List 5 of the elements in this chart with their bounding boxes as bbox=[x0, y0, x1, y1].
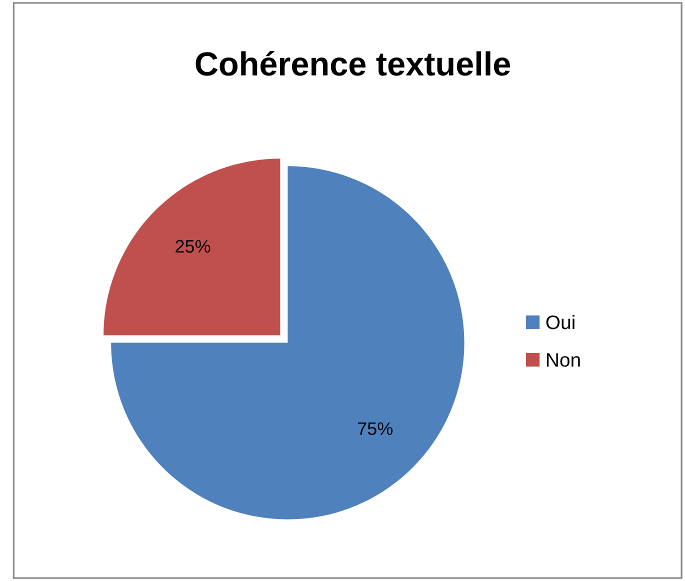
legend-label: Oui bbox=[546, 314, 574, 330]
data-label: 25% bbox=[176, 240, 210, 253]
legend-label: Non bbox=[547, 353, 580, 367]
chart-title: Cohérence textuelle bbox=[196, 50, 510, 76]
data-label: 75% bbox=[358, 422, 393, 436]
